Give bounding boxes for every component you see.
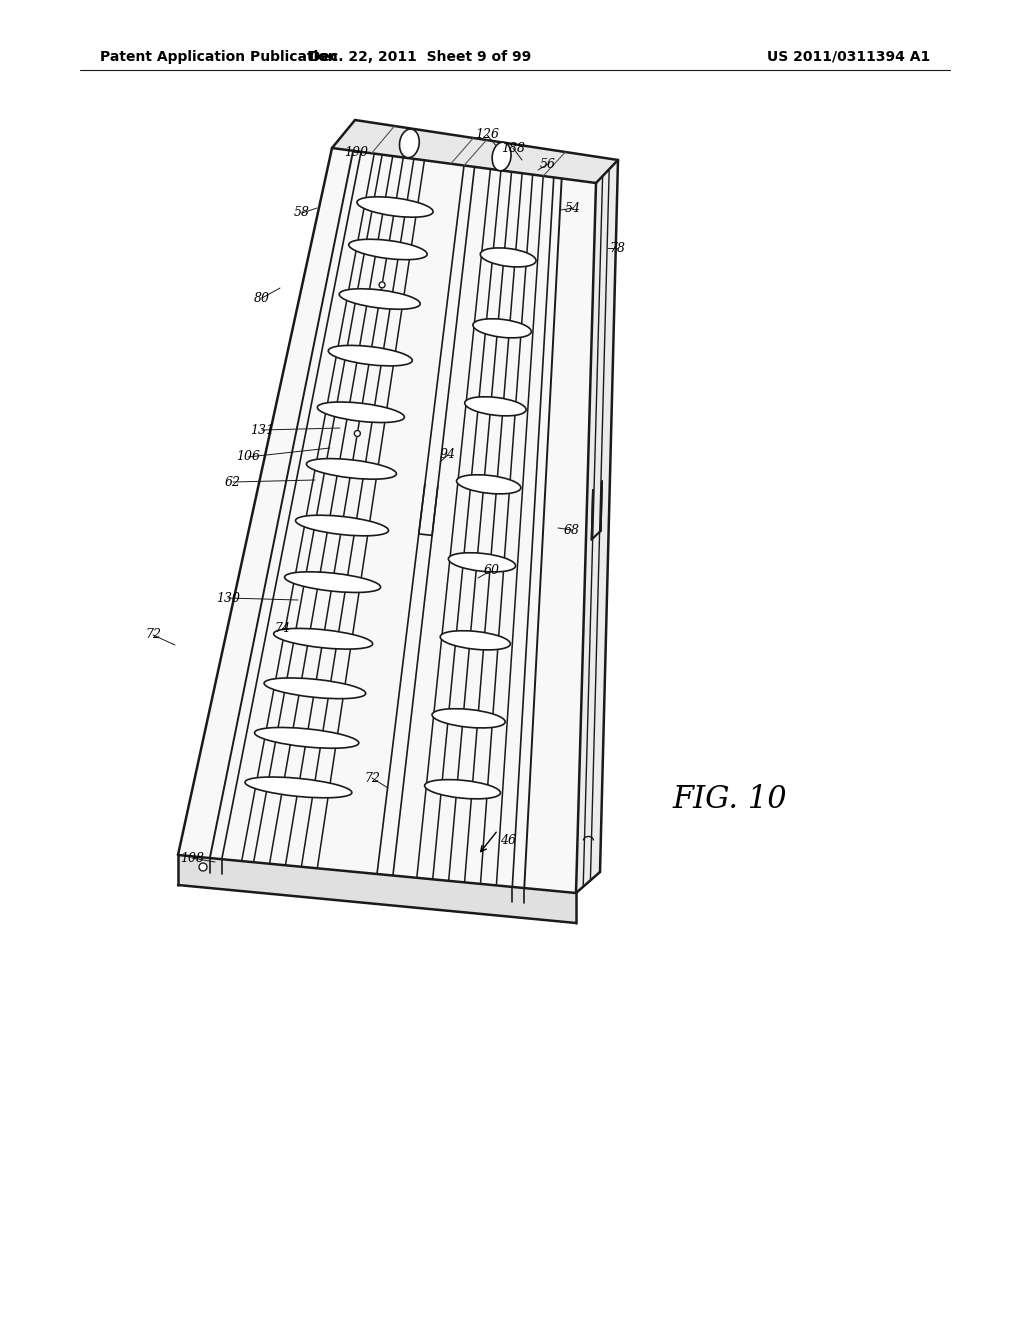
Ellipse shape [285, 572, 381, 593]
Text: 54: 54 [565, 202, 581, 214]
Circle shape [379, 282, 385, 288]
Polygon shape [178, 148, 596, 894]
Ellipse shape [273, 628, 373, 649]
Ellipse shape [449, 553, 516, 572]
Text: 62: 62 [225, 475, 241, 488]
Ellipse shape [329, 346, 413, 366]
Ellipse shape [465, 397, 526, 416]
Text: 130: 130 [216, 591, 240, 605]
Text: 188: 188 [501, 141, 525, 154]
Ellipse shape [296, 515, 388, 536]
Text: 72: 72 [364, 771, 380, 784]
Text: 78: 78 [609, 242, 625, 255]
Ellipse shape [480, 248, 536, 267]
Text: FIG. 10: FIG. 10 [673, 784, 787, 816]
Circle shape [354, 430, 360, 437]
Text: 58: 58 [294, 206, 310, 219]
Ellipse shape [440, 631, 510, 649]
Text: 80: 80 [254, 292, 270, 305]
Text: 106: 106 [236, 450, 260, 463]
Text: 190: 190 [344, 145, 368, 158]
Text: 72: 72 [145, 628, 161, 642]
Ellipse shape [399, 129, 419, 157]
Polygon shape [178, 855, 575, 923]
Ellipse shape [317, 403, 404, 422]
Text: 74: 74 [274, 622, 290, 635]
Ellipse shape [264, 678, 366, 698]
Text: 56: 56 [540, 157, 556, 170]
Text: 108: 108 [180, 851, 204, 865]
Text: 126: 126 [475, 128, 499, 141]
Text: Patent Application Publication: Patent Application Publication [100, 50, 338, 63]
Text: 131: 131 [250, 424, 274, 437]
Ellipse shape [457, 475, 521, 494]
Text: US 2011/0311394 A1: US 2011/0311394 A1 [767, 50, 930, 63]
Polygon shape [575, 160, 618, 894]
Ellipse shape [473, 319, 531, 338]
Text: 68: 68 [564, 524, 580, 536]
Ellipse shape [357, 197, 433, 218]
Ellipse shape [245, 777, 352, 797]
Ellipse shape [432, 709, 505, 727]
Circle shape [199, 863, 207, 871]
Polygon shape [332, 120, 618, 183]
Ellipse shape [425, 780, 501, 799]
Ellipse shape [306, 458, 396, 479]
Ellipse shape [349, 239, 427, 260]
Text: 60: 60 [484, 564, 500, 577]
Ellipse shape [339, 289, 420, 309]
Text: Dec. 22, 2011  Sheet 9 of 99: Dec. 22, 2011 Sheet 9 of 99 [309, 50, 531, 63]
Text: 94: 94 [440, 449, 456, 462]
Ellipse shape [493, 143, 511, 170]
Text: 46: 46 [500, 833, 516, 846]
Ellipse shape [255, 727, 358, 748]
